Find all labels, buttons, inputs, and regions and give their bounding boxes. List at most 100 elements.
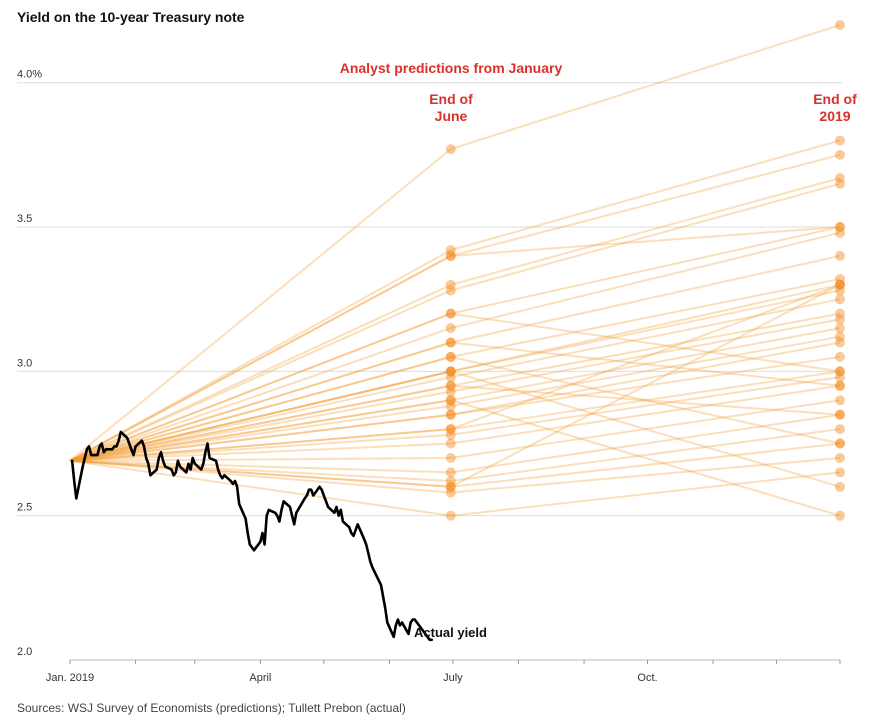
prediction-dot-year-end: [835, 323, 845, 334]
prediction-line: [69, 312, 841, 462]
prediction-line: [69, 428, 841, 483]
x-tick-label: Jan. 2019: [46, 672, 94, 684]
prediction-line: [69, 442, 841, 488]
prediction-dot-year-end: [835, 172, 845, 183]
prediction-dot-june: [445, 380, 456, 391]
prediction-dot-june: [445, 337, 456, 348]
prediction-dot-year-end: [835, 467, 845, 478]
prediction-dot-june: [445, 308, 456, 319]
prediction-line: [69, 399, 841, 517]
prediction-dot-year-end: [835, 222, 845, 233]
prediction-dot-year-end: [835, 510, 845, 521]
prediction-dot-year-end: [835, 279, 845, 290]
prediction-line: [69, 254, 841, 462]
prediction-dot-june: [445, 351, 456, 362]
x-axis: [69, 659, 841, 664]
prediction-dot-year-end: [835, 135, 845, 146]
prediction-dot-june: [445, 323, 456, 334]
prediction-dot-june: [445, 250, 456, 261]
prediction-line: [69, 283, 841, 462]
y-tick-label: 4.0%: [17, 69, 42, 81]
prediction-dots: [445, 20, 845, 521]
prediction-dot-year-end: [835, 372, 845, 383]
prediction-line: [69, 318, 841, 462]
prediction-dot-june: [445, 395, 456, 406]
prediction-dot-june: [445, 245, 456, 256]
end-of-2019-label-line2: 2019: [819, 108, 850, 124]
prediction-dot-year-end: [835, 452, 845, 463]
prediction-dot-june: [445, 366, 456, 377]
prediction-dot-june: [445, 279, 456, 290]
prediction-dot-year-end: [835, 331, 845, 342]
prediction-line: [69, 283, 841, 462]
prediction-dot-year-end: [835, 380, 845, 391]
prediction-dot-june: [445, 386, 456, 397]
end-of-june-label-line1: End of: [429, 91, 473, 107]
prediction-dot-june: [445, 144, 456, 155]
prediction-line: [69, 370, 841, 462]
prediction-line: [69, 341, 841, 462]
prediction-line: [69, 355, 841, 462]
prediction-line: [69, 341, 841, 462]
prediction-dot-year-end: [835, 424, 845, 435]
actual-yield-line: [70, 430, 433, 642]
prediction-dot-june: [445, 401, 456, 411]
prediction-dot-year-end: [835, 409, 845, 420]
prediction-line: [69, 289, 841, 462]
prediction-line: [69, 278, 841, 462]
prediction-dot-june: [445, 366, 456, 377]
prediction-line: [69, 327, 841, 462]
prediction-line: [69, 459, 841, 517]
prediction-dot-june: [445, 452, 456, 463]
prediction-dot-june: [445, 250, 456, 261]
prediction-dot-june: [445, 487, 456, 498]
prediction-line: [69, 399, 841, 462]
source-note: Sources: WSJ Survey of Economists (predi…: [17, 701, 406, 715]
prediction-dot-year-end: [835, 250, 845, 261]
prediction-line: [69, 312, 841, 462]
prediction-dot-year-end: [835, 314, 845, 325]
prediction-dot-june: [445, 285, 456, 296]
x-tick-label: Oct.: [637, 672, 657, 684]
prediction-dot-year-end: [835, 438, 845, 449]
prediction-dot-year-end: [835, 227, 845, 238]
prediction-dot-year-end: [835, 337, 845, 348]
prediction-line: [69, 457, 841, 494]
prediction-dot-year-end: [835, 409, 845, 420]
prediction-line: [69, 370, 841, 488]
y-axis-tick-labels: 2.0 2.5 3.0 3.5 4.0%: [17, 69, 42, 658]
x-axis-tick-labels: Jan. 2019 April July Oct.: [46, 672, 658, 684]
end-of-june-label-line2: June: [435, 108, 468, 124]
prediction-line: [69, 384, 841, 462]
predictions-header: Analyst predictions from January: [340, 60, 563, 76]
prediction-dot-june: [445, 366, 456, 377]
prediction-dot-year-end: [835, 366, 845, 377]
prediction-dot-june: [445, 481, 456, 492]
prediction-line: [69, 182, 841, 462]
prediction-dot-year-end: [835, 274, 845, 284]
prediction-dot-year-end: [835, 285, 845, 296]
chart-title: Yield on the 10-year Treasury note: [17, 9, 245, 25]
prediction-dot-june: [445, 380, 456, 391]
prediction-dot-june: [445, 424, 456, 435]
prediction-dot-year-end: [835, 395, 845, 406]
prediction-line: [69, 153, 841, 462]
prediction-dot-june: [445, 429, 456, 440]
prediction-dot-year-end: [835, 366, 845, 377]
prediction-line: [69, 355, 841, 462]
prediction-dot-june: [445, 510, 456, 521]
prediction-line: [69, 24, 841, 462]
prediction-dot-june: [445, 395, 456, 406]
prediction-dot-year-end: [835, 178, 845, 189]
prediction-dot-june: [445, 372, 456, 383]
prediction-dot-year-end: [835, 438, 845, 449]
prediction-dot-year-end: [835, 308, 845, 319]
prediction-dot-june: [445, 476, 456, 487]
prediction-line: [69, 177, 841, 462]
y-tick-label: 3.0: [17, 357, 32, 369]
x-tick-label: April: [249, 672, 271, 684]
prediction-dot-year-end: [835, 380, 845, 391]
prediction-dot-year-end: [835, 20, 845, 30]
